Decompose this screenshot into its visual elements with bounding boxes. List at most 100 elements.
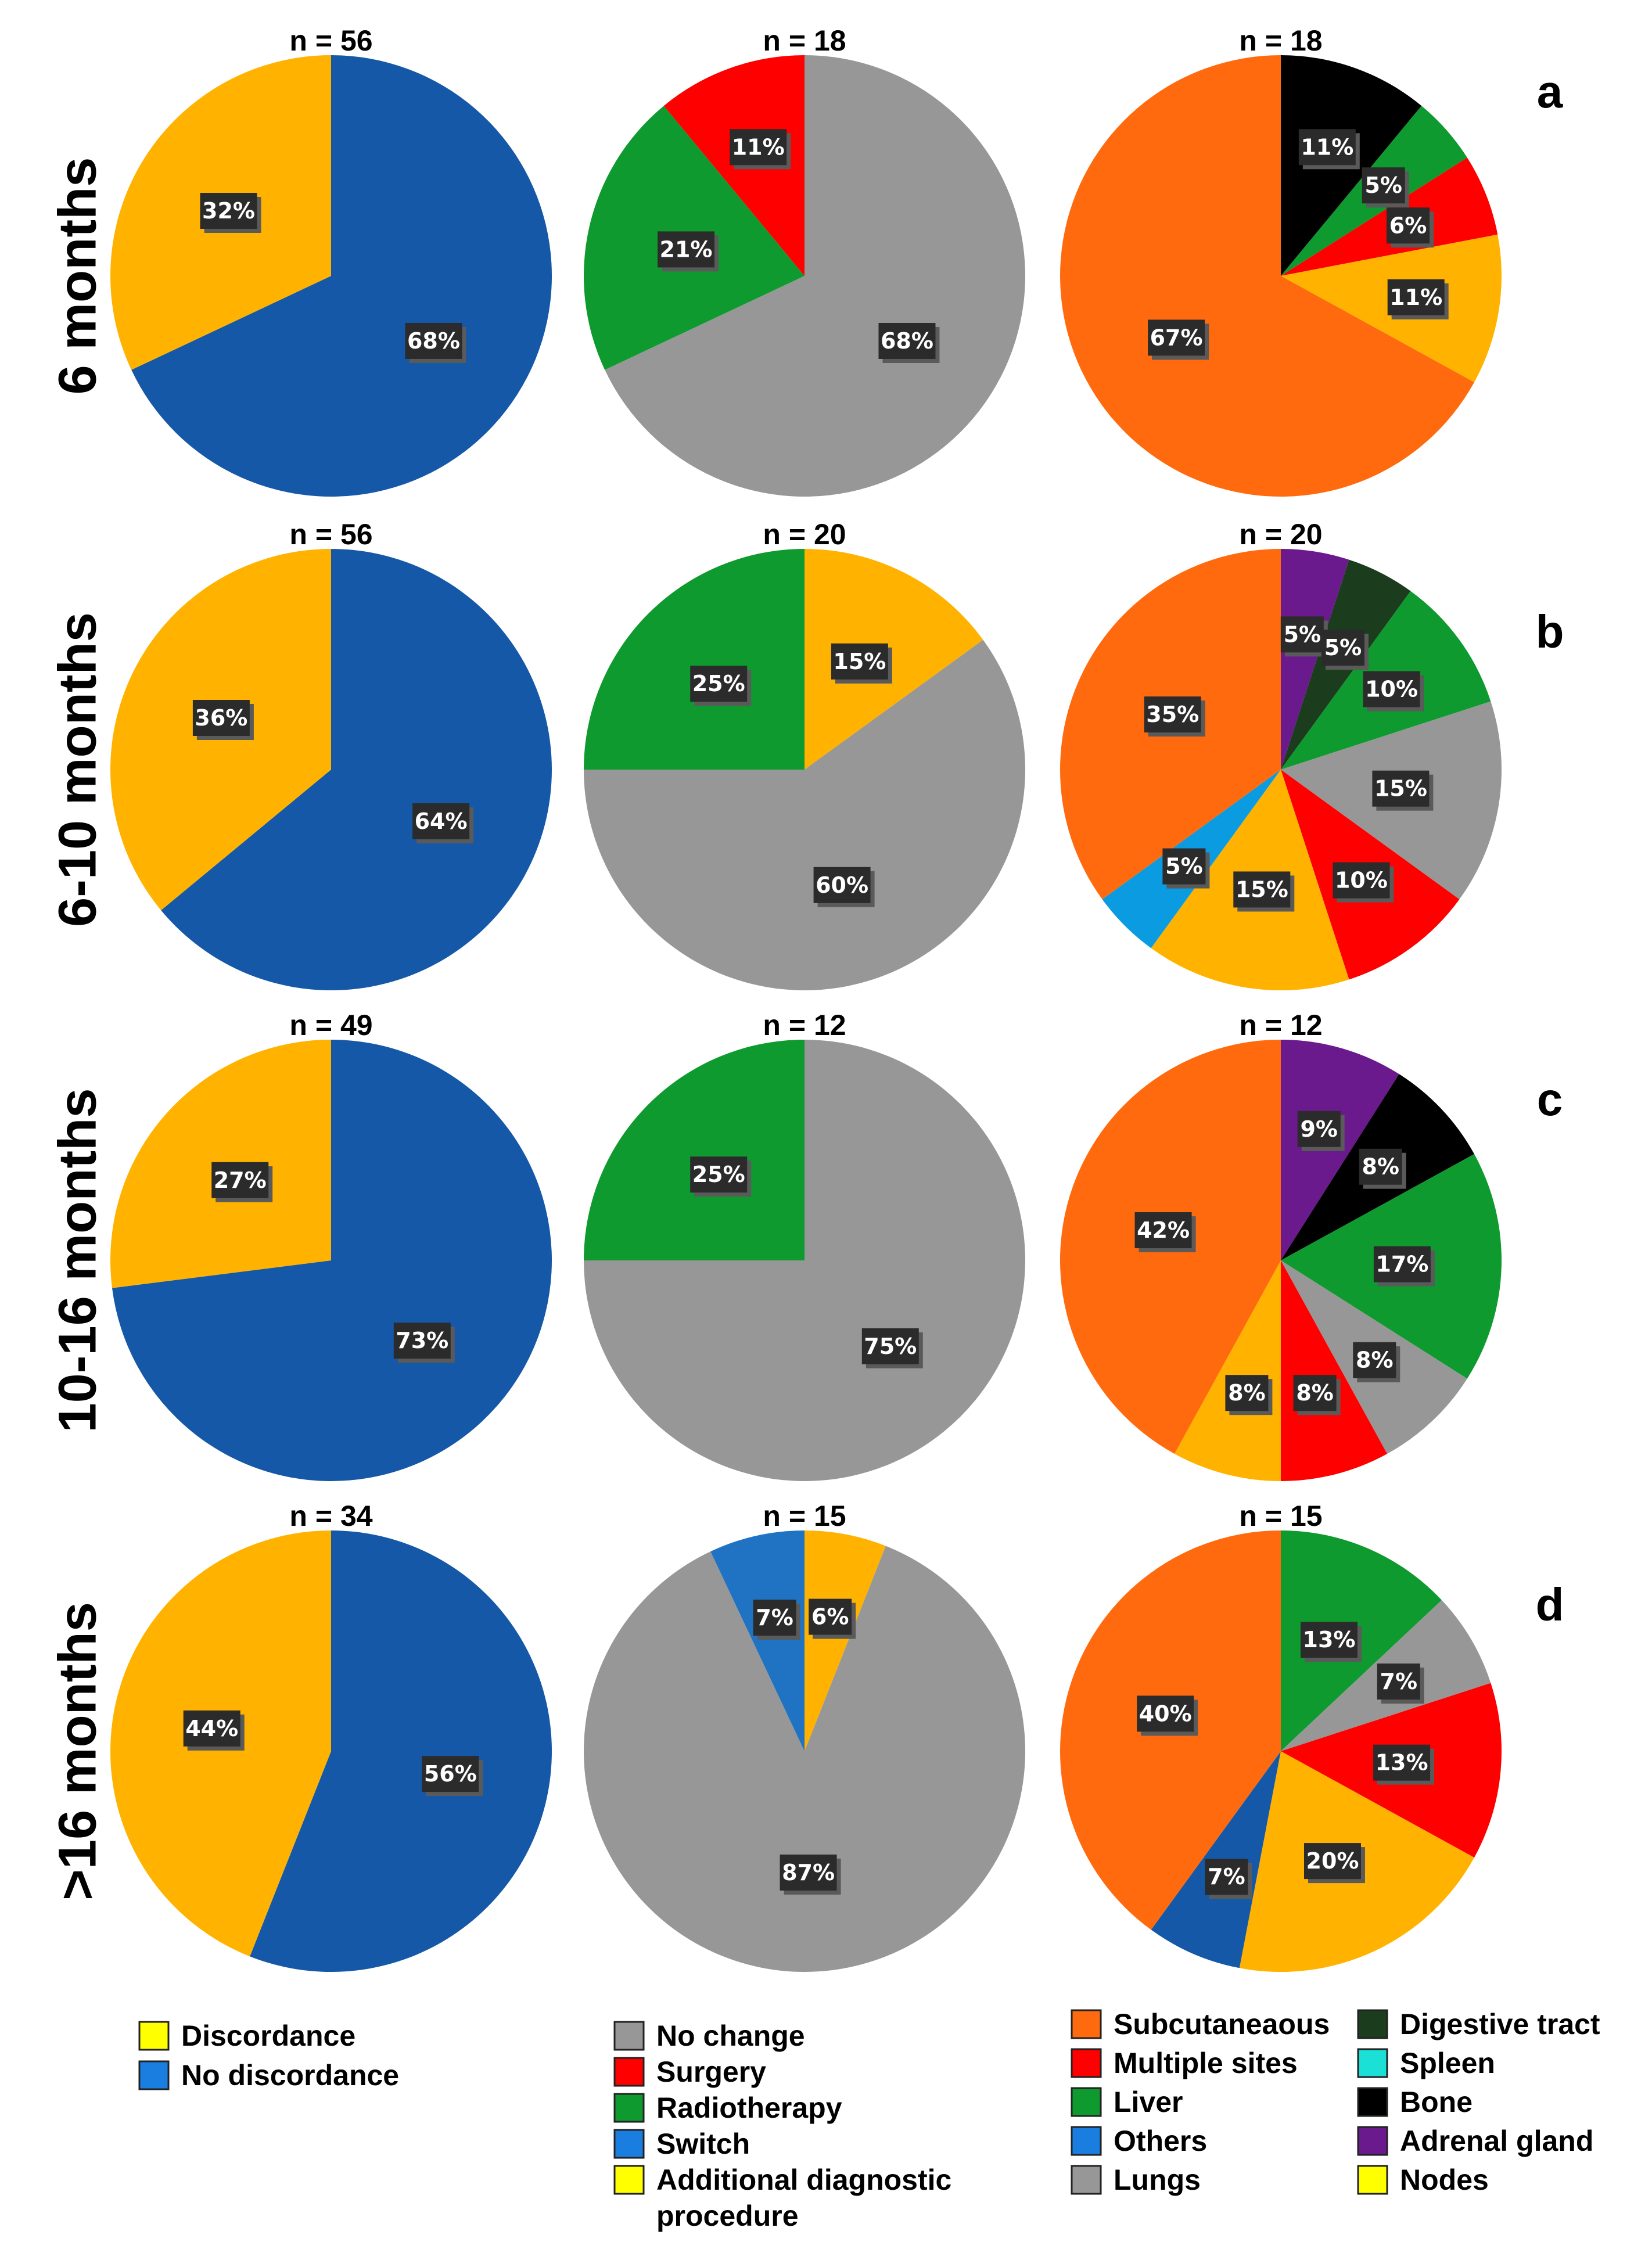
- n-label: n = 56: [289, 518, 372, 551]
- slice-data-label: 15%: [1233, 871, 1295, 912]
- data-label-text: 11%: [1301, 134, 1353, 160]
- slice-data-label: 68%: [878, 322, 940, 363]
- data-label-box: [813, 867, 871, 903]
- slice-data-label: 40%: [1137, 1695, 1198, 1736]
- data-label-box: [753, 1600, 796, 1636]
- data-label-text: 8%: [1296, 1380, 1334, 1406]
- data-label-box: [1205, 1859, 1248, 1895]
- data-label-text: 5%: [1324, 635, 1362, 660]
- data-label-box: [412, 803, 470, 839]
- row-label-1: 6-10 months: [48, 612, 107, 927]
- n-label: n = 12: [1239, 1009, 1322, 1041]
- pie-b-1: [110, 549, 552, 990]
- slice-data-label: 32%: [200, 193, 261, 233]
- data-label-text: 6%: [1389, 213, 1427, 238]
- data-label-text: 10%: [1365, 677, 1418, 702]
- legend-label: Multiple sites: [1114, 2047, 1298, 2079]
- legend-swatch: [613, 2057, 645, 2087]
- slice-data-label: 7%: [1377, 1663, 1424, 1704]
- pie-c-2: [584, 1040, 1025, 1481]
- data-label-box: [1301, 1622, 1358, 1658]
- legend-item: No change: [613, 2020, 805, 2052]
- data-label-box: [809, 1598, 852, 1635]
- slice-data-label: 7%: [753, 1600, 800, 1640]
- slice-data-label: 68%: [405, 322, 466, 363]
- slice-data-label: 13%: [1301, 1622, 1362, 1662]
- data-label-text: 73%: [396, 1328, 448, 1353]
- slice-data-label: 8%: [1225, 1375, 1273, 1415]
- legend-swatch: [613, 2165, 645, 2195]
- legend-label: Bone: [1400, 2086, 1473, 2118]
- data-label-text: 87%: [782, 1860, 835, 1885]
- panel-letter-a: a: [1537, 66, 1563, 117]
- data-label-text: 64%: [415, 809, 468, 834]
- data-label-text: 10%: [1335, 868, 1388, 893]
- legend-item: Spleen: [1357, 2047, 1495, 2079]
- slice-data-label: 60%: [813, 867, 875, 907]
- pie-slice-switch: [710, 1530, 805, 1751]
- data-label-box: [1144, 696, 1201, 733]
- data-label-text: 13%: [1376, 1750, 1428, 1776]
- slice-data-label: 17%: [1373, 1246, 1435, 1287]
- data-label-box: [1373, 1246, 1431, 1282]
- data-label-text: 27%: [214, 1167, 267, 1193]
- data-label-box: [1137, 1695, 1194, 1732]
- data-label-text: 8%: [1228, 1380, 1266, 1406]
- legend-swatch: [1071, 2048, 1102, 2078]
- legend-label: No discordance: [181, 2059, 399, 2092]
- data-label-text: 6%: [811, 1604, 849, 1630]
- data-label-text: 75%: [864, 1334, 917, 1359]
- slice-data-label: 56%: [422, 1756, 483, 1797]
- legend-swatch: [613, 2093, 645, 2123]
- slice-data-label: 87%: [780, 1854, 841, 1895]
- data-label-box: [658, 231, 715, 268]
- legend-label-line2: procedure: [656, 2200, 799, 2232]
- legend-label: Lungs: [1114, 2164, 1201, 2196]
- data-label-text: 11%: [1389, 285, 1442, 310]
- legend-item: Discordance: [138, 2020, 355, 2052]
- slice-data-label: 11%: [1387, 279, 1449, 319]
- data-label-box: [730, 129, 787, 166]
- slice-data-label: 21%: [658, 231, 719, 272]
- data-label-box: [1134, 1212, 1192, 1249]
- data-label-box: [1387, 207, 1430, 244]
- slice-data-label: 7%: [1205, 1859, 1252, 1899]
- pie-slice-additional-diagnostic-procedure: [805, 1530, 886, 1751]
- data-label-box: [1353, 1342, 1396, 1378]
- legend-item: Surgery: [613, 2056, 766, 2088]
- legend-item: Adrenal gland: [1357, 2125, 1593, 2157]
- slice-data-label: 15%: [1372, 770, 1434, 811]
- legend-item: Multiple sites: [1071, 2047, 1298, 2079]
- data-label-box: [1298, 129, 1356, 166]
- legend-swatch: [1357, 2009, 1388, 2039]
- pie-slice-radiotherapy: [584, 549, 805, 770]
- data-label-box: [183, 1710, 240, 1747]
- legend-label: Surgery: [656, 2056, 766, 2088]
- slice-data-label: 8%: [1353, 1342, 1400, 1382]
- data-label-text: 8%: [1362, 1154, 1399, 1180]
- data-label-box: [1363, 671, 1420, 707]
- data-label-text: 17%: [1376, 1252, 1428, 1277]
- data-label-box: [393, 1323, 451, 1359]
- pie-d-3: [1060, 1530, 1502, 1972]
- slice-data-label: 9%: [1297, 1111, 1345, 1151]
- row-label-3: >16 months: [48, 1602, 107, 1900]
- slice-data-label: 11%: [730, 129, 791, 170]
- data-label-box: [690, 666, 748, 702]
- n-label: n = 20: [763, 518, 846, 551]
- data-label-text: 25%: [692, 671, 745, 696]
- pie-b-2: [584, 548, 1026, 990]
- data-label-box: [1280, 616, 1324, 653]
- slice-data-label: 13%: [1373, 1744, 1435, 1785]
- n-label: n = 34: [289, 1500, 372, 1532]
- legend-label: No change: [656, 2020, 805, 2052]
- row-label-0: 6 months: [48, 157, 107, 395]
- legend-2: No change Surgery Radiotherapy Switch Additi…: [613, 2020, 951, 2232]
- data-label-box: [1387, 279, 1445, 315]
- data-label-text: 68%: [407, 328, 460, 354]
- slice-data-label: 10%: [1333, 862, 1394, 903]
- data-label-text: 20%: [1306, 1848, 1359, 1874]
- data-label-box: [405, 322, 462, 359]
- slice-data-label: 35%: [1144, 696, 1205, 737]
